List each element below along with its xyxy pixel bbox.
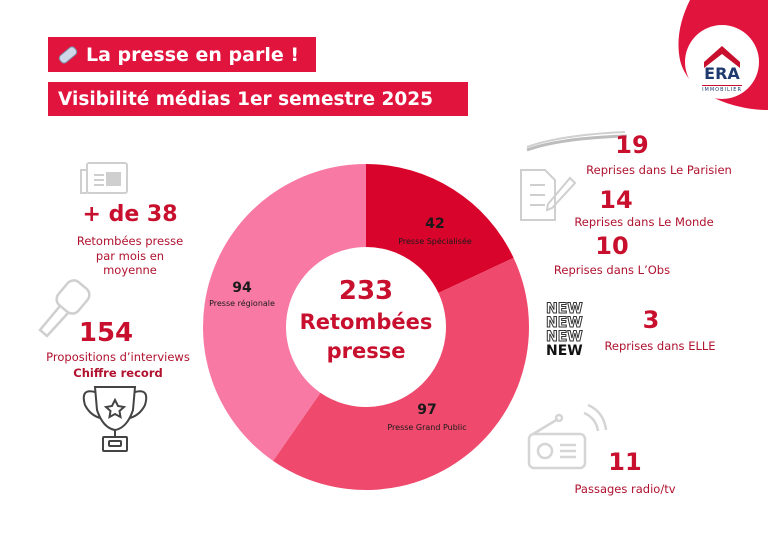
slice-label-regionale: Presse régionale bbox=[209, 299, 275, 308]
slice-value-specialisee: 42 bbox=[425, 216, 445, 232]
slice-label-specialisee: Presse Spécialisée bbox=[398, 237, 472, 246]
new-badge-line-2: NEW bbox=[546, 315, 584, 331]
radio-tv-value: 11 bbox=[608, 448, 642, 476]
donut-slice-2 bbox=[203, 164, 366, 461]
monde-label: Reprises dans Le Monde bbox=[574, 215, 714, 229]
donut-slice-0 bbox=[366, 164, 514, 294]
center-value: 233 bbox=[338, 276, 394, 306]
page-title: La presse en parle ! bbox=[86, 43, 300, 66]
center-label-line-2: presse bbox=[326, 339, 406, 363]
slice-value-grand-public: 97 bbox=[417, 402, 437, 418]
obs-label: Reprises dans L’Obs bbox=[553, 263, 671, 277]
trophy-icon bbox=[82, 386, 148, 452]
newspaper-icon bbox=[80, 162, 128, 194]
new-badge-line-1: NEW bbox=[546, 301, 584, 317]
logo-subtext: IMMOBILIER bbox=[702, 85, 742, 93]
monthly-label-line-3: moyenne bbox=[103, 263, 157, 277]
radio-tv-label: Passages radio/tv bbox=[574, 482, 676, 496]
parisien-label: Reprises dans Le Parisien bbox=[586, 163, 732, 177]
parisien-value: 19 bbox=[615, 131, 649, 159]
elle-value: 3 bbox=[642, 306, 660, 334]
checklist-pen-icon bbox=[520, 169, 577, 221]
title-banner: La presse en parle ! bbox=[48, 37, 316, 72]
microphone-icon bbox=[38, 279, 91, 338]
monthly-label-line-1: Retombées presse bbox=[76, 234, 184, 248]
slice-value-regionale: 94 bbox=[232, 280, 252, 296]
new-badge-icon: NEW NEW NEW NEW bbox=[546, 301, 584, 359]
interviews-note: Chiffre record bbox=[73, 366, 163, 380]
logo-text: ERA bbox=[704, 64, 740, 83]
new-badge-line-4: NEW bbox=[546, 343, 583, 359]
monthly-value: + de 38 bbox=[82, 202, 178, 227]
slice-label-grand-public: Presse Grand Public bbox=[387, 423, 467, 432]
radio-icon bbox=[527, 403, 608, 470]
house-roof-icon bbox=[704, 46, 740, 68]
new-badge-line-3: NEW bbox=[546, 329, 584, 345]
center-label-line-1: Retombées bbox=[299, 310, 433, 334]
interviews-value: 154 bbox=[78, 318, 134, 348]
page-subtitle: Visibilité médias 1er semestre 2025 bbox=[58, 88, 433, 110]
brush-stroke-icon bbox=[526, 134, 628, 152]
monde-value: 14 bbox=[599, 186, 633, 214]
subtitle-banner: Visibilité médias 1er semestre 2025 bbox=[48, 82, 468, 116]
obs-value: 10 bbox=[595, 232, 629, 260]
monthly-label-line-2: par mois en bbox=[95, 249, 165, 263]
interviews-label: Propositions d’interviews bbox=[46, 350, 190, 364]
donut-slice-1 bbox=[273, 257, 529, 490]
elle-label: Reprises dans ELLE bbox=[604, 339, 716, 353]
